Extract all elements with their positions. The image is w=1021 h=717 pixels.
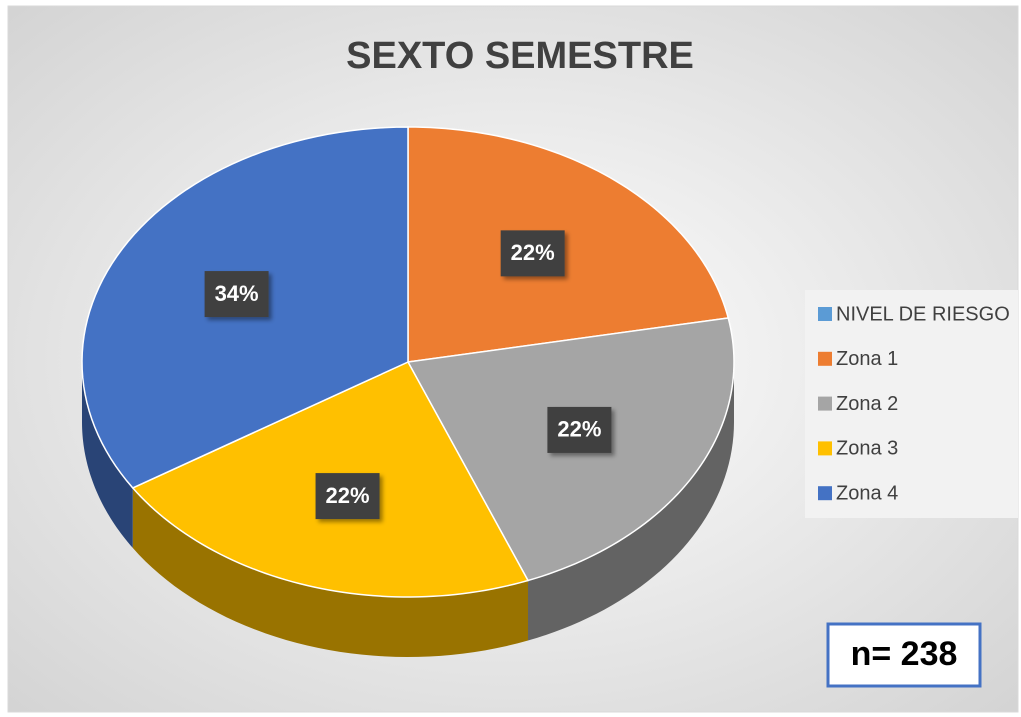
data-label-box	[500, 230, 565, 277]
legend-swatch	[818, 351, 832, 366]
pie-slice	[407, 126, 730, 363]
legend-box	[805, 290, 1018, 518]
legend-swatch	[818, 307, 832, 321]
legend-label: NIVEL DE RIESGO	[836, 303, 1010, 325]
annotation-box	[826, 622, 982, 688]
slice-side	[132, 487, 529, 657]
data-label: 22%	[557, 417, 601, 442]
annotation: n= 238	[851, 635, 958, 673]
pie-sides	[82, 362, 734, 657]
data-label-box	[204, 271, 269, 318]
legend-swatch	[818, 396, 832, 411]
data-label: 22%	[511, 240, 555, 265]
data-label-box	[315, 473, 380, 520]
data-label-box	[547, 406, 612, 453]
legend-swatch	[818, 486, 832, 501]
pie-slices	[81, 126, 735, 598]
data-label: 34%	[215, 281, 259, 306]
legend-label: Zona 3	[836, 438, 898, 460]
data-label: 22%	[326, 483, 370, 508]
legend-swatch	[818, 441, 832, 456]
chart-title: SEXTO SEMESTRE	[346, 35, 694, 77]
slice-side	[528, 362, 734, 641]
slice-side	[82, 362, 133, 548]
legend-label: Zona 4	[836, 482, 898, 504]
legend-label: Zona 1	[836, 348, 898, 370]
legend-label: Zona 2	[836, 393, 898, 415]
